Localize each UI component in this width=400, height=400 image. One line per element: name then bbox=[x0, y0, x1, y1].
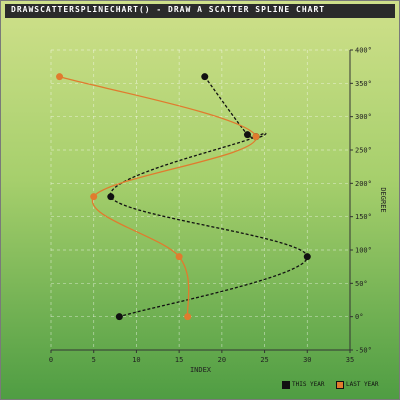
x-tick-label: 5 bbox=[92, 356, 96, 364]
legend-last-year: LAST YEAR bbox=[336, 380, 379, 389]
y-tick-label: 50° bbox=[355, 280, 368, 288]
x-tick-label: 20 bbox=[218, 356, 226, 364]
data-point-this-year bbox=[107, 193, 115, 201]
y-tick-label: 0° bbox=[355, 313, 363, 321]
data-point-last-year bbox=[184, 313, 192, 321]
data-point-last-year bbox=[175, 253, 183, 261]
legend-swatch-last-year bbox=[336, 380, 344, 389]
y-tick-label: 400° bbox=[355, 47, 372, 55]
y-tick-label: 100° bbox=[355, 247, 372, 255]
x-tick-label: 30 bbox=[303, 356, 311, 364]
chart-title: DRAWSCATTERSPLINECHART() - DRAW A SCATTE… bbox=[11, 5, 326, 14]
data-point-this-year bbox=[115, 313, 123, 321]
x-tick-label: 10 bbox=[132, 356, 140, 364]
data-point-this-year bbox=[201, 73, 209, 81]
x-tick-label: 0 bbox=[49, 356, 53, 364]
y-tick-label: 350° bbox=[355, 80, 372, 88]
y-tick-label: 300° bbox=[355, 113, 372, 121]
data-point-this-year bbox=[243, 131, 251, 139]
y-tick-label: 150° bbox=[355, 213, 372, 221]
legend-label-last-year: LAST YEAR bbox=[346, 381, 379, 388]
legend-label-this-year: THIS YEAR bbox=[292, 381, 325, 388]
title-bar: DRAWSCATTERSPLINECHART() - DRAW A SCATTE… bbox=[5, 4, 395, 18]
x-tick-label: 35 bbox=[346, 356, 354, 364]
legend-this-year: THIS YEAR bbox=[282, 380, 325, 389]
data-point-last-year bbox=[56, 73, 64, 81]
y-tick-label: -50° bbox=[355, 347, 372, 355]
series-line-this-year bbox=[110, 76, 308, 318]
legend-swatch-this-year bbox=[282, 380, 290, 389]
x-tick-label: 25 bbox=[260, 356, 268, 364]
data-point-this-year bbox=[303, 253, 311, 261]
y-tick-label: 250° bbox=[355, 147, 372, 155]
x-axis-title: INDEX bbox=[190, 366, 212, 374]
x-tick-label: 15 bbox=[175, 356, 183, 364]
data-point-last-year bbox=[90, 193, 98, 201]
series-line-last-year bbox=[59, 76, 257, 317]
data-point-last-year bbox=[252, 133, 260, 141]
y-axis-title: DEGREE bbox=[379, 187, 387, 212]
y-tick-label: 200° bbox=[355, 180, 372, 188]
